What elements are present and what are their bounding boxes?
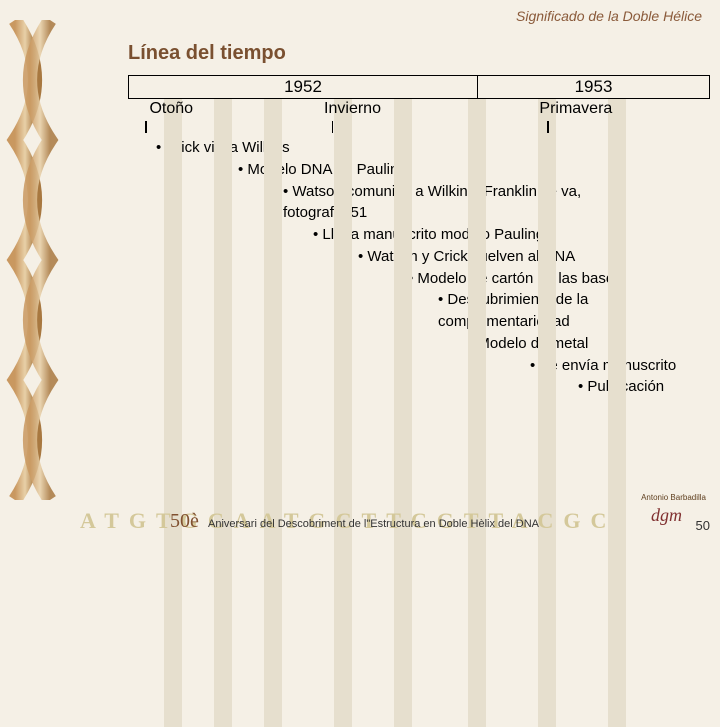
timeline-box: 19521953 Otoño Invierno Primavera [128,75,710,135]
tick-row [128,121,710,135]
season-label: Invierno [320,99,381,119]
year-cell: 1953 [477,76,709,98]
bg-stripe [538,75,556,727]
event-item: • Llega manuscrito modelo Pauling [313,226,710,245]
page-number: 50 [696,518,710,533]
bg-stripe [468,75,486,727]
logo-text: dgm [651,505,682,526]
season-label: Otoño [145,99,193,119]
author-credit: Antonio Barbadilla [641,493,706,502]
bg-stripe [334,75,352,727]
bg-stripe [264,75,282,727]
event-item: • Modelo de cartón de las bases [408,270,710,289]
page-header: Significado de la Doble Hélice [0,0,720,28]
tick-mark [332,121,334,133]
section-title: Línea del tiempo [0,28,720,75]
helix-decoration [5,20,60,500]
season-label: Primavera [535,99,612,119]
tick-mark [547,121,549,133]
bg-stripe [164,75,182,727]
event-item: • Publicación [578,378,710,397]
bg-stripe [394,75,412,727]
season-row: Otoño Invierno Primavera [128,99,710,121]
footer: ATGTGCAATGCTTCGTTACGC 50è Aniversari del… [0,506,720,540]
timeline-content: 19521953 Otoño Invierno Primavera • Crick … [128,75,710,397]
anniversary-number: 50è [170,510,199,532]
event-item: • Modelo de metal [468,335,710,354]
anniversary-label: 50è [170,510,199,533]
tick-mark [145,121,147,133]
year-row: 19521953 [128,75,710,99]
bg-stripe [214,75,232,727]
event-item: • Crick visita Wilkins [156,139,710,158]
footer-caption: Aniversari del Descobriment de l"Estruct… [208,518,539,530]
bg-stripe [608,75,626,727]
year-cell: 1952 [129,76,477,98]
